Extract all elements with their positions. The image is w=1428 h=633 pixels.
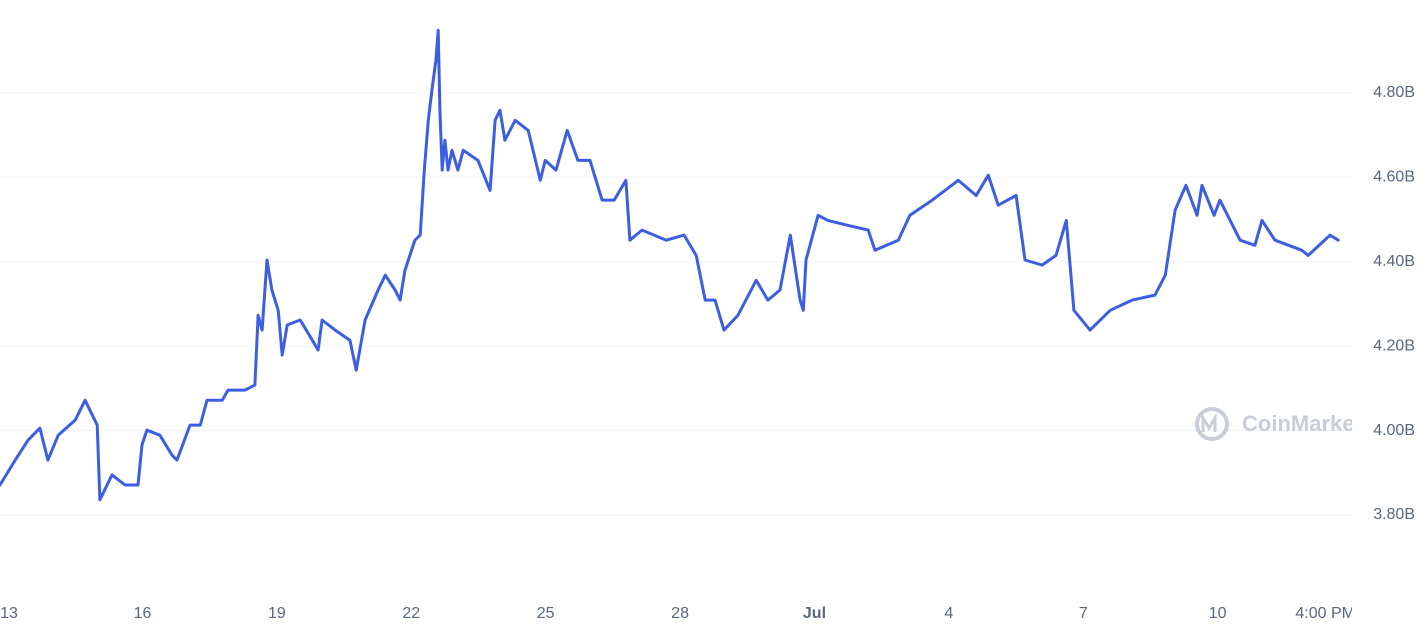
- x-tick-label: 13: [0, 605, 18, 622]
- y-tick-label: 4.40B: [1373, 253, 1415, 270]
- x-tick-label: 7: [1079, 605, 1088, 622]
- y-tick-label: 4.00B: [1373, 422, 1415, 439]
- watermark-logo: [1195, 407, 1229, 441]
- plot: [0, 28, 1340, 502]
- watermark: CoinMarketCap: [1195, 407, 1403, 441]
- y-tick-label: 4.20B: [1373, 337, 1415, 354]
- labels: 3.80B 4.00B 4.20B 4.40B 4.60B 4.80B 13 16 19 22 25…: [0, 84, 1415, 622]
- x-tick-label: 4: [944, 605, 953, 622]
- x-tick-label: 25: [537, 605, 555, 622]
- x-tick-label: 16: [134, 605, 152, 622]
- x-tick-label: 10: [1209, 605, 1227, 622]
- x-tick-label: 19: [268, 605, 286, 622]
- watermark-text: CoinMarketCap: [1242, 411, 1403, 436]
- x-tick-label: 28: [671, 605, 689, 622]
- x-tick-label: Jul: [803, 605, 826, 622]
- x-tick-label: 4:00 PM: [1295, 605, 1355, 622]
- x-tick-label: 22: [402, 605, 420, 622]
- y-tick-label: 4.60B: [1373, 169, 1415, 186]
- watermark-logo-mark: [1201, 412, 1217, 432]
- y-tick-label: 4.80B: [1373, 84, 1415, 101]
- y-tick-label: 3.80B: [1373, 506, 1415, 523]
- price-line: [0, 28, 1340, 502]
- grid: [0, 92, 1352, 516]
